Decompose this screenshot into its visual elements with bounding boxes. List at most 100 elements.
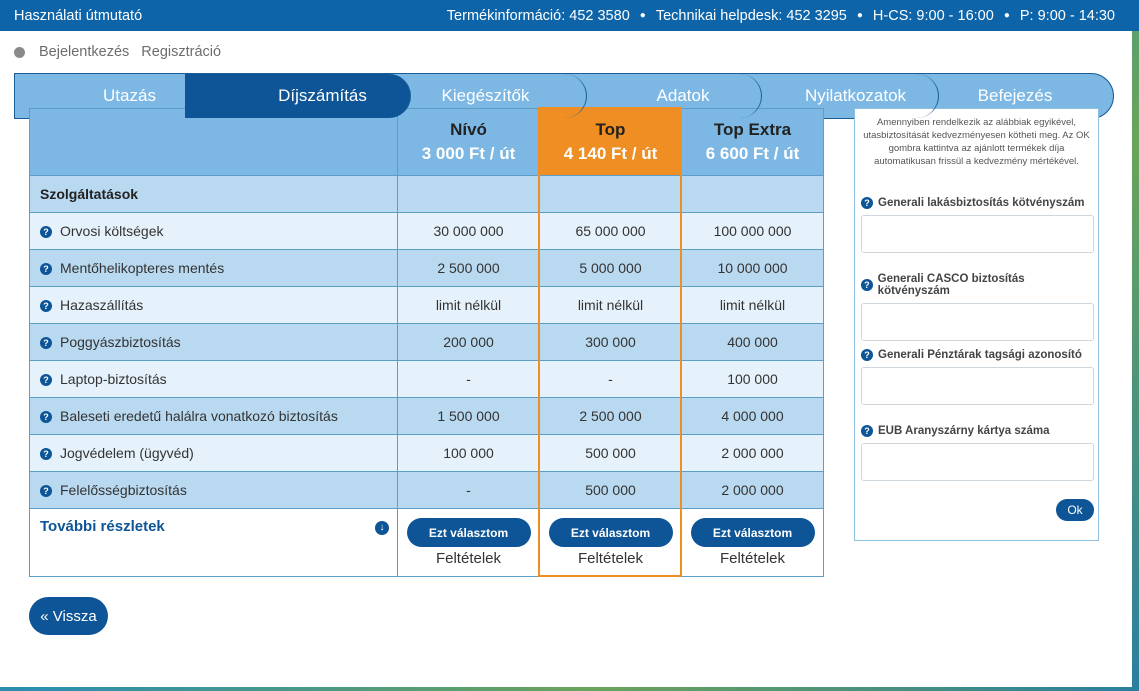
pension-fund-field-group: ? Generali Pénztárak tagsági azonosító (861, 349, 1094, 405)
step-kiegeszitok[interactable]: Kiegészítők (345, 74, 587, 118)
step-label: Utazás (103, 86, 156, 105)
table-row: ? Baleseti eredetű halálra vonatkozó bizt… (29, 397, 824, 435)
eub-card-input[interactable] (861, 443, 1094, 481)
table-cell: 200 000 (397, 323, 540, 361)
help-icon[interactable]: ? (40, 411, 52, 423)
step-progress-bar: Utazás Nyilatkozatok Adatok Kiegészítők … (14, 73, 1114, 119)
services-header-row: Szolgáltatások (29, 175, 824, 213)
chevron-down-icon[interactable]: ↓ (375, 521, 389, 535)
choose-top-button[interactable]: Ezt választom (548, 518, 673, 547)
table-cell: 100 000 (681, 360, 824, 398)
table-cell: - (397, 360, 540, 398)
step-dijszamitas[interactable]: Díjszámítás (185, 74, 411, 118)
table-cell: 500 000 (539, 471, 682, 509)
row-label-text: Poggyászbiztosítás (60, 334, 181, 350)
plan-price: 6 600 Ft / út (705, 144, 800, 163)
help-icon[interactable]: ? (40, 374, 52, 386)
table-cell: 100 000 (397, 434, 540, 472)
table-cell: 500 000 (539, 434, 682, 472)
separator-dot: ● (639, 10, 646, 21)
plan-price: 4 140 Ft / út (563, 144, 658, 163)
back-button[interactable]: « Vissza (29, 597, 108, 635)
help-icon[interactable]: ? (861, 279, 873, 291)
register-link[interactable]: Regisztráció (141, 44, 222, 60)
plan-header-row: Nívó 3 000 Ft / út Top 4 140 Ft / út Top… (29, 108, 824, 176)
help-icon[interactable]: ? (40, 337, 52, 349)
table-row: ? Hazaszállítás limit nélkül limit nélkül… (29, 286, 824, 324)
auth-links: Bejelentkezés Regisztráció (14, 44, 233, 60)
separator-dot: ● (1003, 10, 1010, 21)
plan-price: 3 000 Ft / út (421, 144, 516, 163)
help-icon[interactable]: ? (40, 448, 52, 460)
user-status-icon (14, 46, 25, 58)
field-label-text: Generali CASCO biztosítás kötvényszám (877, 273, 1025, 297)
table-cell: limit nélkül (681, 286, 824, 324)
help-icon[interactable]: ? (40, 485, 52, 497)
row-label-text: Orvosi költségek (60, 223, 164, 239)
services-header: Szolgáltatások (29, 175, 398, 213)
table-cell: 65 000 000 (539, 212, 682, 250)
plan-nivo-header: Nívó 3 000 Ft / út (397, 108, 540, 176)
help-icon[interactable]: ? (861, 197, 873, 209)
step-adatok[interactable]: Adatok (515, 74, 762, 118)
row-label-text: Hazaszállítás (60, 297, 144, 313)
row-label-text: Felelősségbiztosítás (60, 482, 187, 498)
table-cell: limit nélkül (397, 286, 540, 324)
price-comparison-table: Nívó 3 000 Ft / út Top 4 140 Ft / út Top… (29, 108, 824, 577)
top-conditions-link[interactable]: Feltételek (577, 550, 644, 567)
plan-name: Top Extra (713, 120, 792, 139)
table-cell: - (539, 360, 682, 398)
table-cell: - (397, 471, 540, 509)
choose-nivo-button[interactable]: Ezt választom (406, 518, 531, 547)
help-icon[interactable]: ? (861, 349, 873, 361)
ok-button[interactable]: Ok (1056, 499, 1094, 521)
step-label: Adatok (656, 86, 710, 105)
more-details-cell: További részletek ↓ (29, 508, 398, 577)
table-cell: 5 000 000 (539, 249, 682, 287)
table-cell: 1 500 000 (397, 397, 540, 435)
discount-intro: Amennyiben rendelkezik az alábbiak egyik… (863, 117, 1090, 167)
table-cell: limit nélkül (539, 286, 682, 324)
table-cell: 300 000 (539, 323, 682, 361)
empty-cell (397, 175, 540, 213)
help-icon[interactable]: ? (40, 263, 52, 275)
choose-top-extra-button[interactable]: Ezt választom (690, 518, 815, 547)
hours-weekdays: H-CS: 9:00 - 16:00 (872, 7, 994, 24)
step-label: Kiegészítők (441, 86, 530, 105)
nivo-select-cell: Ezt választom Feltételek (397, 508, 540, 577)
field-label-text: EUB Aranyszárny kártya száma (878, 425, 1050, 437)
user-guide-link[interactable]: Használati útmutató (14, 7, 143, 24)
empty-cell (681, 175, 824, 213)
table-cell: 2 000 000 (681, 471, 824, 509)
row-label-text: Laptop-biztosítás (60, 371, 167, 387)
separator-dot: ● (856, 10, 863, 21)
discount-panel: Amennyiben rendelkezik az alábbiak egyik… (854, 108, 1099, 541)
step-nyilatkozatok[interactable]: Nyilatkozatok (603, 74, 939, 118)
row-label-text: Jogvédelem (ügyvéd) (60, 445, 194, 461)
home-policy-field-group: ? Generali lakásbiztosítás kötvényszám (861, 197, 1094, 253)
plan-top-extra-header: Top Extra 6 600 Ft / út (681, 108, 824, 176)
header-corner (29, 108, 398, 176)
top-extra-select-cell: Ezt választom Feltételek (681, 508, 824, 577)
table-cell: 30 000 000 (397, 212, 540, 250)
pension-fund-input[interactable] (861, 367, 1094, 405)
field-label-text: Generali Pénztárak tagsági azonosító (878, 349, 1082, 361)
table-row: ? Felelősségbiztosítás - 500 000 2 000 00… (29, 471, 824, 509)
table-cell: 400 000 (681, 323, 824, 361)
plan-name: Top (595, 120, 626, 139)
casco-policy-input[interactable] (861, 303, 1094, 341)
step-label: Befejezés (977, 86, 1053, 105)
table-cell: 10 000 000 (681, 249, 824, 287)
step-befejezes[interactable]: Befejezés (936, 74, 1113, 118)
nivo-conditions-link[interactable]: Feltételek (435, 550, 502, 567)
table-cell: 2 500 000 (539, 397, 682, 435)
help-icon[interactable]: ? (40, 226, 52, 238)
eub-card-field-group: ? EUB Aranyszárny kártya száma (861, 425, 1094, 481)
select-row: További részletek ↓ Ezt választom Feltét… (29, 508, 824, 577)
help-icon[interactable]: ? (40, 300, 52, 312)
top-extra-conditions-link[interactable]: Feltételek (719, 550, 786, 567)
login-link[interactable]: Bejelentkezés (39, 44, 130, 60)
home-policy-input[interactable] (861, 215, 1094, 253)
help-icon[interactable]: ? (861, 425, 873, 437)
more-details-link[interactable]: További részletek (40, 518, 165, 535)
